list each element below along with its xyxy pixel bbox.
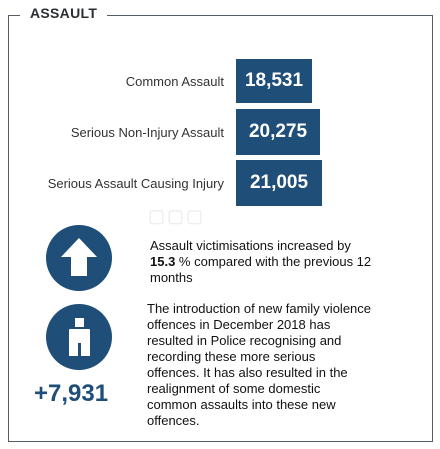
family-violence-text: The introduction of new family violence …	[147, 301, 407, 429]
assault-panel	[8, 15, 433, 442]
person-icon	[46, 304, 112, 370]
row-label-serious-causing-injury: Serious Assault Causing Injury	[47, 176, 224, 191]
increase-percent: 15.3	[150, 254, 176, 269]
fv-line: recording these more serious	[147, 349, 316, 364]
fv-line: offences.	[147, 413, 200, 428]
fv-line: common assaults into these new	[147, 397, 336, 412]
increase-text: Assault victimisations increased by 15.3…	[150, 238, 410, 286]
value-serious-non-injury: 20,275	[236, 109, 320, 155]
row-label-common-assault: Common Assault	[125, 74, 224, 89]
value-common-assault: 18,531	[236, 59, 312, 103]
fv-line: offences. It has also resulted in the	[147, 365, 348, 380]
increase-line-1: Assault victimisations increased by	[150, 238, 351, 253]
increase-line-2: 15.3 % compared with the previous 12	[150, 254, 410, 270]
increase-line-2-rest: % compared with the previous 12	[175, 254, 372, 269]
family-violence-count: +7,931	[34, 380, 109, 407]
arrow-up-icon	[46, 225, 112, 291]
row-label-serious-non-injury: Serious Non-Injury Assault	[70, 125, 224, 140]
increase-line-3: months	[150, 270, 193, 285]
fv-line: realignment of some domestic	[147, 381, 321, 396]
value-serious-causing-injury: 21,005	[236, 160, 322, 206]
watermark: ▢▢▢	[148, 206, 206, 226]
section-title: ASSAULT	[20, 5, 108, 21]
fv-line: offences in December 2018 has	[147, 317, 331, 332]
fv-line: The introduction of new family violence	[147, 301, 372, 316]
fv-line: resulted in Police recognising and	[147, 333, 342, 348]
